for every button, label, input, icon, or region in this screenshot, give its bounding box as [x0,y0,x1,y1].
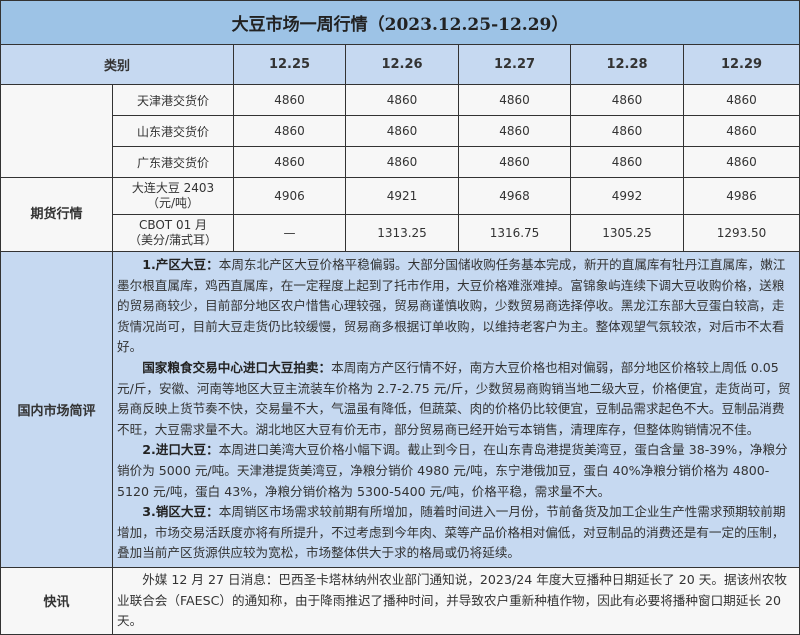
cell: 4860 [345,115,459,147]
header-date: 12.29 [682,44,800,85]
cell: 4986 [682,177,800,215]
cell: 1305.25 [570,214,684,252]
spot-group-cell [0,84,113,178]
row-label: CBOT 01 月（美分/蒲式耳） [112,214,234,252]
row-label-unit: （元/吨） [146,196,200,210]
news-group-label: 快讯 [0,567,113,635]
cell: 4860 [570,115,684,147]
table-row: 山东港交货价 4860 4860 4860 4860 4860 [1,115,800,147]
cell: 4860 [345,84,459,116]
row-label-line: 大连大豆 2403 [131,181,215,195]
header-date: 12.28 [570,44,684,85]
table-row: 天津港交货价 4860 4860 4860 4860 4860 [0,84,800,178]
header-date: 12.26 [345,44,459,85]
row-label: 天津港交货价 [112,84,234,116]
paragraph-text: 本周南方产区行情不好，南方大豆价格也相对偏弱，部分地区价格较上周低 0.05 元… [117,360,791,437]
row-label-unit: （美分/蒲式耳） [128,233,218,247]
paragraph-heading: 3.销区大豆： [142,504,219,520]
commentary-paragraph: 2.进口大豆：本周进口美湾大豆价格小幅下调。截止到今日，在山东青岛港提货美湾豆，… [117,440,795,502]
commentary-paragraph: 3.销区大豆：本周销区市场需求较前期有所增加，随着时间进入一月份，节前备货及加工… [117,502,795,564]
cell: 4860 [458,84,571,116]
cell: 4860 [233,146,346,178]
cell: 4860 [233,84,346,116]
cell: 4860 [458,146,571,178]
cell: 4921 [345,177,459,215]
paragraph-text: 本周进口美湾大豆价格小幅下调。截止到今日，在山东青岛港提货美湾豆，蛋白含量 38… [117,442,788,499]
commentary-content: 1.产区大豆：本周东北产区大豆价格平稳偏弱。大部分国储收购任务基本完成，新开的直… [111,251,800,568]
commentary-group-label: 国内市场简评 [0,251,113,568]
row-label: 大连大豆 2403 （元/吨） [112,177,234,215]
row-label: 广东港交货价 [112,146,234,178]
cell: 1316.75 [458,214,571,252]
commentary-paragraph: 国家粮食交易中心进口大豆拍卖：本周南方产区行情不好，南方大豆价格也相对偏弱，部分… [117,358,795,440]
commentary-paragraph: 1.产区大豆：本周东北产区大豆价格平稳偏弱。大部分国储收购任务基本完成，新开的直… [117,255,795,358]
paragraph-heading: 1.产区大豆： [142,257,219,273]
table-row: 期货行情 大连大豆 2403 （元/吨） 4906 4921 4968 4992 4986 [0,177,800,252]
cell: 4860 [458,115,571,147]
row-label-line: CBOT 01 月 [138,218,208,232]
commentary-row: 国内市场简评 1.产区大豆：本周东北产区大豆价格平稳偏弱。大部分国储收购任务基本… [0,251,800,568]
cell: 4860 [682,84,800,116]
cell: 4968 [458,177,571,215]
cell: 1293.50 [682,214,800,252]
header-date: 12.25 [233,44,346,85]
cell: — [233,214,346,252]
paragraph-heading: 国家粮食交易中心进口大豆拍卖： [142,360,332,376]
paragraph-text: 本周东北产区大豆价格平稳偏弱。大部分国储收购任务基本完成，新开的直属库有牡丹江直… [117,257,786,355]
paragraph-heading: 2.进口大豆： [142,442,219,458]
table-row: CBOT 01 月（美分/蒲式耳） —1313.25 1316.75 1305.25… [1,214,800,252]
cell: 4906 [233,177,346,215]
cell: 1313.25 [345,214,459,252]
cell: 4860 [345,146,459,178]
cell: 4992 [570,177,684,215]
header-category: 类别 [0,44,234,85]
news-text: 外媒 12 月 27 日消息：巴西圣卡塔林纳州农业部门通知说，2023/24 年… [117,572,787,629]
cell: 4860 [233,115,346,147]
row-label: 山东港交货价 [112,115,234,147]
table-title: 大豆市场一周行情（2023.12.25-12.29） [0,0,800,45]
cell: 4860 [682,146,800,178]
cell: 4860 [570,84,684,116]
cell: 4860 [570,146,684,178]
table-row: 广东港交货价 4860 4860 4860 4860 4860 [1,146,800,178]
news-row: 快讯 外媒 12 月 27 日消息：巴西圣卡塔林纳州农业部门通知说，2023/2… [0,567,800,635]
futures-group-label: 期货行情 [0,177,113,252]
paragraph-text: 本周销区市场需求较前期有所增加，随着时间进入一月份，节前备货及加工企业生产性需求… [117,504,786,561]
header-date: 12.27 [458,44,571,85]
news-content: 外媒 12 月 27 日消息：巴西圣卡塔林纳州农业部门通知说，2023/24 年… [111,567,800,635]
cell: 4860 [682,115,800,147]
